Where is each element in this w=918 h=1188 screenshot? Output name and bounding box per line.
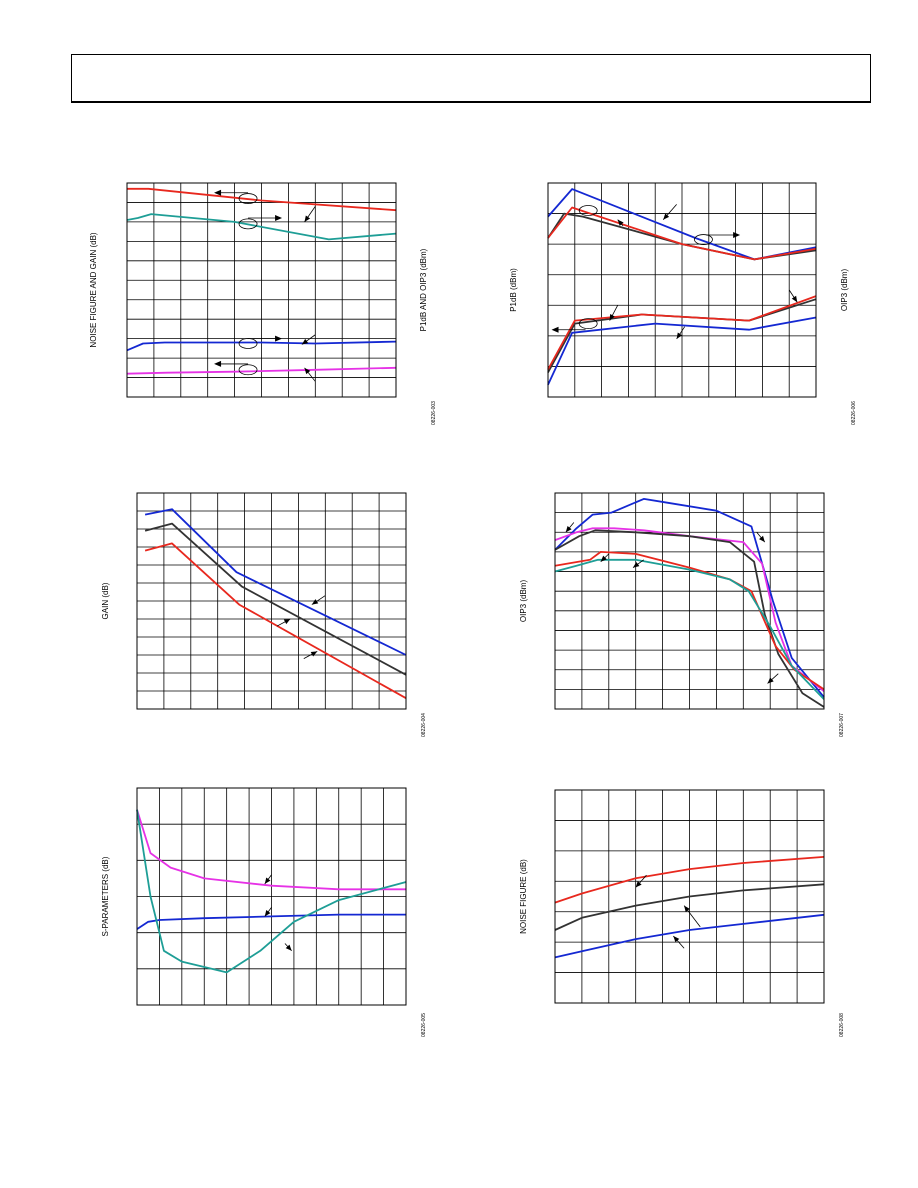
annotation-pointer-head — [759, 535, 765, 543]
plot-annotations — [565, 522, 779, 684]
annotation-pointer-head — [264, 877, 271, 884]
annotation-arrowhead — [214, 189, 222, 196]
annotation-pointer-head — [767, 677, 774, 684]
annotation-pointer-head — [684, 905, 690, 912]
y-axis-label: S-PARAMETERS (dB) — [101, 856, 110, 936]
plot-grid — [555, 493, 824, 709]
annotation-ellipse — [694, 234, 713, 245]
figure-id: 08226-005 — [421, 1013, 427, 1037]
annotation-pointer-head — [673, 936, 680, 943]
annotation-arrowhead — [275, 215, 283, 222]
plot-frame — [126, 182, 397, 398]
plot-annotations — [635, 874, 701, 949]
series-line-3 — [144, 542, 407, 699]
series-line-2 — [554, 883, 825, 931]
series-line-2 — [136, 913, 406, 930]
series-line-3 — [554, 529, 825, 708]
annotation-ellipse — [578, 318, 598, 330]
page-header-box — [71, 54, 871, 103]
annotation-pointer-head — [663, 213, 670, 220]
plot-grid — [137, 788, 406, 1005]
chart-s-parameters: S-PARAMETERS (dB) 08226-005 — [101, 787, 427, 1037]
plot-series — [554, 497, 825, 708]
plot-series — [144, 508, 407, 699]
figure-id: 08226-003 — [431, 401, 437, 425]
annotation-pointer-head — [310, 651, 318, 657]
series-line-5 — [554, 558, 825, 700]
plot-frame — [547, 182, 817, 398]
plot-grid — [137, 493, 406, 709]
series-line-2 — [144, 522, 407, 676]
plot-grid — [548, 183, 816, 397]
annotation-pointer-head — [609, 314, 615, 321]
series-line-3 — [126, 340, 397, 352]
annotation-pointer-head — [304, 215, 311, 222]
plot-frame — [136, 492, 407, 710]
annotation-pointer-head — [617, 219, 624, 226]
annotation-pointer-head — [285, 944, 292, 951]
y-axis-label-right: OIP3 (dBm) — [840, 269, 849, 312]
series-line-2 — [126, 213, 397, 241]
series-line-3 — [554, 913, 825, 959]
annotation-pointer-head — [565, 525, 572, 533]
plot-frame — [554, 492, 825, 710]
annotation-arrowhead — [733, 231, 741, 238]
figure-id: 08226-006 — [851, 401, 857, 425]
annotation-pointer-head — [301, 338, 309, 345]
series-line-3 — [547, 206, 817, 261]
series-line-6 — [547, 295, 817, 370]
series-line-3 — [136, 809, 407, 974]
annotation-pointer-head — [791, 295, 798, 303]
annotation-ellipse — [238, 218, 258, 230]
series-line-1 — [127, 187, 397, 212]
y-axis-label: P1dB (dBm) — [509, 268, 518, 312]
annotation-ellipse — [238, 193, 258, 204]
annotation-pointer-head — [311, 599, 319, 605]
annotation-arrowhead — [551, 326, 559, 333]
annotation-pointer-head — [635, 881, 642, 888]
series-line-4 — [554, 551, 825, 691]
figure-id: 08226-007 — [839, 713, 845, 737]
figure-id: 08226-004 — [421, 713, 427, 737]
series-line-1 — [554, 856, 825, 904]
plot-series — [126, 187, 397, 375]
plot-series — [554, 856, 825, 959]
chart-p1db-oip3-vs-frequency: P1dB (dBm) OIP3 (dBm) 08226-006 — [509, 182, 857, 425]
plot-annotations — [264, 874, 292, 952]
y-axis-label: OIP3 (dBm) — [519, 580, 528, 623]
annotation-arrowhead — [214, 360, 222, 367]
series-line-1 — [554, 497, 825, 698]
annotation-arrowhead — [275, 335, 283, 342]
annotation-ellipse — [578, 205, 598, 216]
plot-annotations — [276, 595, 326, 659]
plot-series — [547, 188, 817, 386]
series-line-1 — [136, 809, 406, 891]
annotation-ellipse — [238, 364, 258, 376]
annotation-pointer-head — [283, 619, 291, 625]
series-line-4 — [547, 316, 817, 386]
series-line-4 — [126, 366, 397, 375]
plot-grid — [555, 790, 824, 1003]
annotation-ellipse — [238, 338, 258, 349]
y-axis-label: NOISE FIGURE AND GAIN (dB) — [89, 232, 98, 347]
annotation-pointer-head — [304, 367, 311, 375]
figure-id: 08226-008 — [839, 1013, 845, 1037]
y-axis-label: GAIN (dB) — [101, 582, 110, 619]
plot-series — [136, 809, 407, 974]
chart-gain-vs-temperature: GAIN (dB) 08226-004 — [101, 492, 427, 737]
series-line-1 — [144, 508, 407, 656]
plot-frame — [554, 789, 825, 1004]
chart-noise-figure-vs-frequency: NOISE FIGURE (dB) 08226-008 — [519, 789, 845, 1037]
annotation-pointer-head — [633, 561, 640, 568]
plot-annotations — [551, 204, 798, 340]
annotation-pointer-head — [600, 555, 607, 562]
annotation-pointer-head — [676, 332, 683, 339]
chart-oip3-vs-frequency: OIP3 (dBm) 08226-007 — [519, 492, 845, 737]
chart-noise-figure-gain-vs-frequency: NOISE FIGURE AND GAIN (dB) P1dB AND OIP3… — [89, 182, 437, 425]
annotation-pointer-head — [264, 910, 271, 917]
y-axis-label: NOISE FIGURE (dB) — [519, 859, 528, 934]
plot-annotations — [214, 189, 316, 382]
y-axis-label-right: P1dB AND OIP3 (dBm) — [419, 248, 428, 331]
plot-frame — [136, 787, 407, 1006]
